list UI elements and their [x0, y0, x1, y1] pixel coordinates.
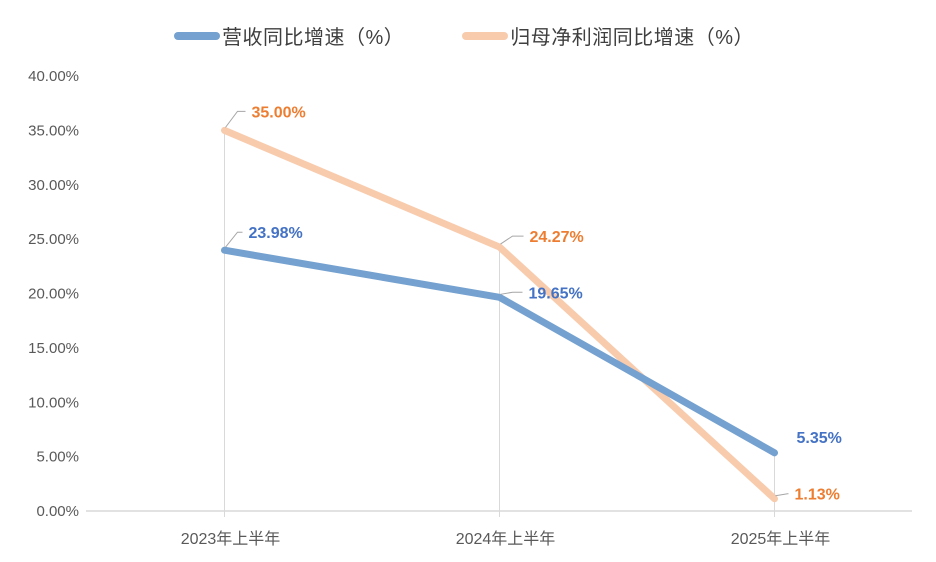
y-tick-label: 20.00% — [28, 286, 79, 303]
data-label: 23.98% — [249, 225, 303, 242]
data-label: 1.13% — [795, 487, 840, 504]
series-line-1 — [221, 126, 778, 503]
y-tick-label: 0.00% — [36, 503, 79, 520]
leader-line — [225, 110, 246, 128]
y-tick-label: 30.00% — [28, 177, 79, 194]
leader-line — [500, 291, 523, 295]
series-line-0 — [221, 246, 778, 457]
leader-line — [775, 493, 789, 497]
y-tick-label: 25.00% — [28, 231, 79, 248]
legend-item-revenue-growth: 营收同比增速（%） — [173, 21, 405, 50]
data-label: 5.35% — [797, 430, 842, 447]
chart-legend: 营收同比增速（%） 归母净利润同比增速（%） — [0, 21, 928, 50]
legend-swatch-revenue-icon — [173, 31, 220, 40]
data-label: 19.65% — [529, 285, 583, 302]
x-axis-label: 2025年上半年 — [731, 530, 831, 548]
data-label: 35.00% — [252, 104, 306, 121]
x-axis-label: 2023年上半年 — [181, 530, 281, 548]
data-label: 24.27% — [530, 229, 584, 246]
y-tick-label: 35.00% — [28, 122, 79, 139]
legend-swatch-net-profit-icon — [462, 31, 509, 40]
y-tick-label: 5.00% — [36, 449, 79, 466]
legend-label-revenue: 营收同比增速（%） — [221, 27, 405, 49]
legend-label-net-profit: 归母净利润同比增速（%） — [510, 27, 755, 49]
leader-line — [225, 231, 243, 248]
y-tick-label: 15.00% — [28, 340, 79, 357]
y-tick-label: 40.00% — [28, 68, 79, 85]
x-axis-label: 2024年上半年 — [456, 530, 556, 548]
legend-item-net-profit-growth: 归母净利润同比增速（%） — [462, 21, 754, 50]
y-tick-label: 10.00% — [28, 394, 79, 411]
leader-line — [500, 235, 524, 245]
